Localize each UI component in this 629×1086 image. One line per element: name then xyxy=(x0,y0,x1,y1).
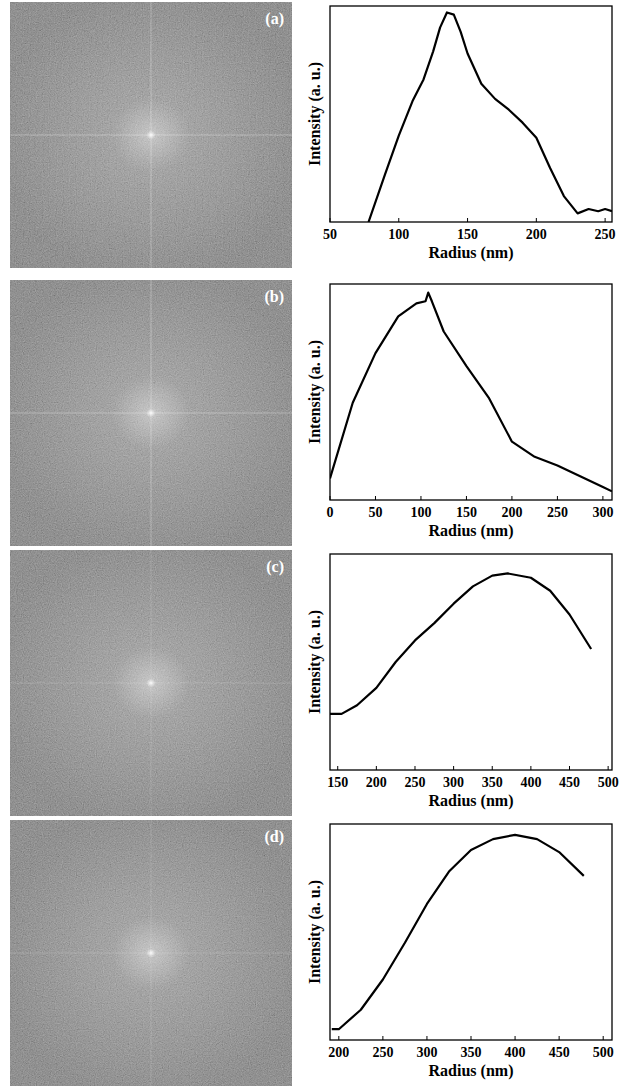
x-tick-label: 350 xyxy=(461,1045,482,1060)
x-tick xyxy=(375,496,376,500)
fft-image xyxy=(10,820,292,1086)
fft-image xyxy=(10,280,292,546)
x-tick xyxy=(382,1036,383,1040)
x-tick xyxy=(426,1036,427,1040)
panel-label: (a) xyxy=(265,10,284,28)
x-axis-title: Radius (nm) xyxy=(429,792,514,810)
x-tick-label: 50 xyxy=(368,505,382,520)
x-tick-label: 250 xyxy=(404,775,425,790)
x-tick xyxy=(605,218,606,222)
x-tick xyxy=(515,1036,516,1040)
x-tick-label: 350 xyxy=(482,775,503,790)
x-tick-label: 0 xyxy=(327,505,334,520)
x-tick xyxy=(530,766,531,770)
y-axis-title: Intensity (a. u.) xyxy=(306,62,324,166)
panel-label: (b) xyxy=(264,288,284,306)
x-tick-label: 400 xyxy=(520,775,541,790)
x-tick xyxy=(376,766,377,770)
x-tick-label: 100 xyxy=(410,505,431,520)
intensity-curve xyxy=(369,12,612,222)
intensity-curve xyxy=(330,573,591,713)
x-tick-label: 200 xyxy=(366,775,387,790)
x-tick xyxy=(338,1036,339,1040)
plot-frame xyxy=(330,824,612,1040)
x-tick xyxy=(511,496,512,500)
x-tick xyxy=(466,496,467,500)
y-axis-title: Intensity (a. u.) xyxy=(306,340,324,444)
x-tick-label: 500 xyxy=(593,1045,614,1060)
x-tick xyxy=(569,766,570,770)
x-tick xyxy=(330,218,331,222)
x-tick-label: 300 xyxy=(443,775,464,790)
plot-area xyxy=(330,573,591,713)
x-tick xyxy=(398,218,399,222)
x-axis-title: Radius (nm) xyxy=(429,522,514,540)
x-tick-label: 150 xyxy=(456,505,477,520)
fft-image xyxy=(10,2,292,268)
x-tick xyxy=(414,766,415,770)
y-axis-title: Intensity (a. u.) xyxy=(306,880,324,984)
x-tick-label: 150 xyxy=(327,775,348,790)
x-tick-label: 250 xyxy=(372,1045,393,1060)
x-tick xyxy=(536,218,537,222)
panel-label: (c) xyxy=(266,558,284,576)
x-tick xyxy=(471,1036,472,1040)
plot-area xyxy=(330,293,612,492)
x-tick-label: 200 xyxy=(328,1045,349,1060)
x-tick-label: 200 xyxy=(501,505,522,520)
x-tick-label: 300 xyxy=(416,1045,437,1060)
plot-frame xyxy=(330,6,612,222)
fft-image xyxy=(10,550,292,816)
x-tick-label: 400 xyxy=(505,1045,526,1060)
x-tick-label: 100 xyxy=(388,227,409,242)
x-axis-title: Radius (nm) xyxy=(429,244,514,262)
plot-area xyxy=(369,12,612,222)
x-tick xyxy=(608,766,609,770)
x-tick xyxy=(420,496,421,500)
plot-frame xyxy=(330,284,612,500)
x-tick xyxy=(453,766,454,770)
x-tick-label: 250 xyxy=(595,227,616,242)
figure: (a) 50 100 150 200 250 Radius (nm) Intensity (a… xyxy=(0,0,629,1086)
x-tick xyxy=(492,766,493,770)
x-tick-label: 150 xyxy=(457,227,478,242)
x-tick xyxy=(337,766,338,770)
y-axis-title: Intensity (a. u.) xyxy=(306,610,324,714)
x-tick xyxy=(603,1036,604,1040)
intensity-curve xyxy=(332,835,584,1029)
x-tick-label: 450 xyxy=(559,775,580,790)
x-tick xyxy=(602,496,603,500)
x-tick xyxy=(559,1036,560,1040)
x-tick-label: 450 xyxy=(549,1045,570,1060)
x-tick-label: 50 xyxy=(323,227,337,242)
x-tick xyxy=(330,496,331,500)
x-tick-label: 250 xyxy=(547,505,568,520)
panel-label: (d) xyxy=(264,828,284,846)
x-tick-label: 500 xyxy=(598,775,619,790)
x-tick xyxy=(467,218,468,222)
plot-frame xyxy=(330,554,612,770)
x-tick-label: 200 xyxy=(526,227,547,242)
x-axis-title: Radius (nm) xyxy=(429,1062,514,1080)
x-tick xyxy=(557,496,558,500)
x-tick-label: 300 xyxy=(592,505,613,520)
plot-area xyxy=(332,835,584,1029)
intensity-curve xyxy=(330,293,612,492)
